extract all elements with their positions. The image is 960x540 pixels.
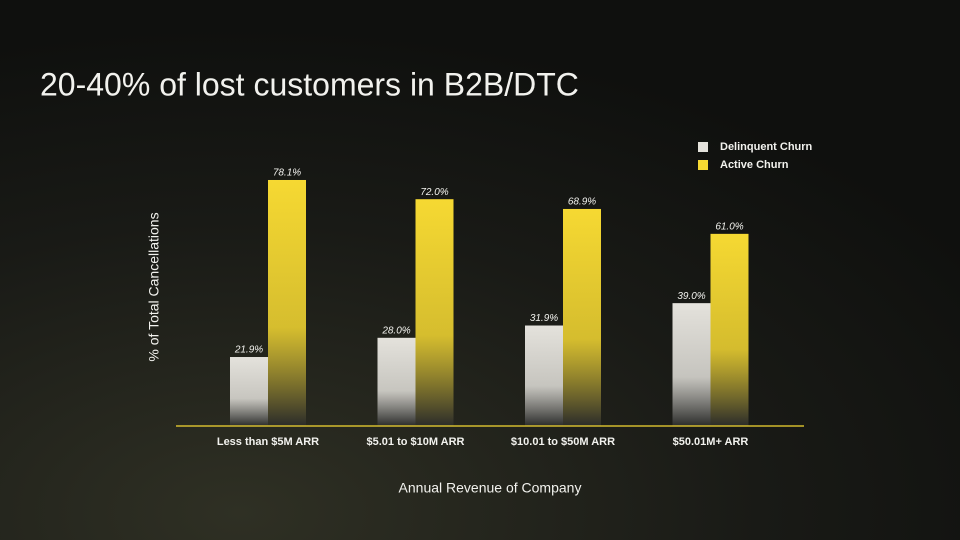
- legend-swatch: [698, 142, 708, 152]
- x-tick-label: $10.01 to $50M ARR: [511, 436, 615, 448]
- y-axis-label: % of Total Cancellations: [146, 212, 162, 361]
- value-label: 68.9%: [568, 197, 596, 208]
- value-label: 72.0%: [420, 187, 448, 198]
- x-tick-label: $5.01 to $10M ARR: [366, 436, 464, 448]
- bar: [377, 337, 416, 426]
- x-tick-label: $50.01M+ ARR: [673, 436, 749, 448]
- bar: [230, 357, 268, 426]
- legend-label: Delinquent Churn: [720, 141, 813, 153]
- chart-title: 20-40% of lost customers in B2B/DTC: [40, 66, 579, 102]
- x-axis-label: Annual Revenue of Company: [399, 480, 582, 496]
- value-label: 28.0%: [381, 325, 410, 336]
- bar: [563, 208, 601, 426]
- value-label: 31.9%: [530, 313, 558, 324]
- x-tick-label: Less than $5M ARR: [217, 436, 319, 448]
- value-label: 39.0%: [677, 291, 705, 302]
- value-label: 78.1%: [273, 168, 301, 179]
- bar: [268, 179, 306, 426]
- bar: [672, 303, 711, 426]
- legend-swatch: [698, 160, 708, 170]
- legend-label: Active Churn: [720, 159, 789, 171]
- bar: [525, 325, 563, 426]
- bar: [415, 199, 454, 426]
- value-label: 61.0%: [715, 221, 743, 232]
- value-label: 21.9%: [234, 345, 263, 356]
- bar: [710, 233, 749, 426]
